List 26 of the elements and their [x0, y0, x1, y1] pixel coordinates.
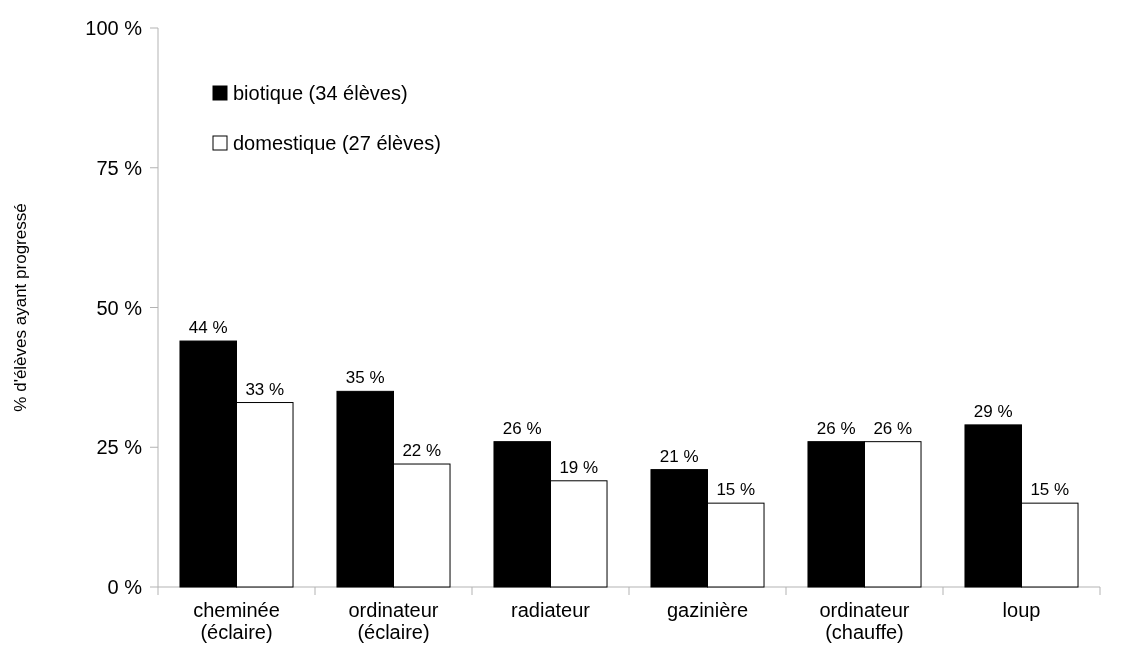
data-label: 26 %: [873, 418, 913, 438]
x-tick-label: cheminée (éclaire): [193, 599, 280, 643]
x-tick-label: radiateur: [511, 599, 591, 621]
legend-label: biotique (34 élèves): [233, 82, 408, 104]
legend-label: domestique (27 élèves): [233, 132, 441, 154]
data-label: 33 %: [245, 379, 285, 399]
data-label: 35 %: [345, 368, 385, 388]
y-tick-label: 0 %: [107, 576, 143, 598]
y-tick-label: 25 %: [96, 436, 143, 459]
data-label: 21 %: [659, 446, 699, 466]
data-label: 29 %: [973, 401, 1013, 421]
data-label: 15 %: [1030, 480, 1070, 500]
data-label: 26 %: [502, 418, 542, 438]
y-tick-label: 75 %: [96, 156, 143, 179]
x-tick-label: loup: [1002, 599, 1041, 621]
y-axis-title: % d'élèves ayant progressé: [11, 203, 30, 412]
data-label: 26 %: [816, 418, 856, 438]
x-tick-label: ordinateur (éclaire): [348, 599, 439, 643]
data-label: 15 %: [716, 480, 756, 500]
x-tick-label: gazinière: [666, 599, 749, 621]
data-label: 19 %: [559, 457, 599, 477]
y-tick-label: 50 %: [96, 296, 143, 319]
x-tick-label: ordinateur (chauffe): [819, 599, 910, 643]
data-label: 22 %: [402, 441, 442, 461]
data-label: 44 %: [188, 318, 228, 338]
y-tick-label: 100 %: [85, 17, 143, 39]
